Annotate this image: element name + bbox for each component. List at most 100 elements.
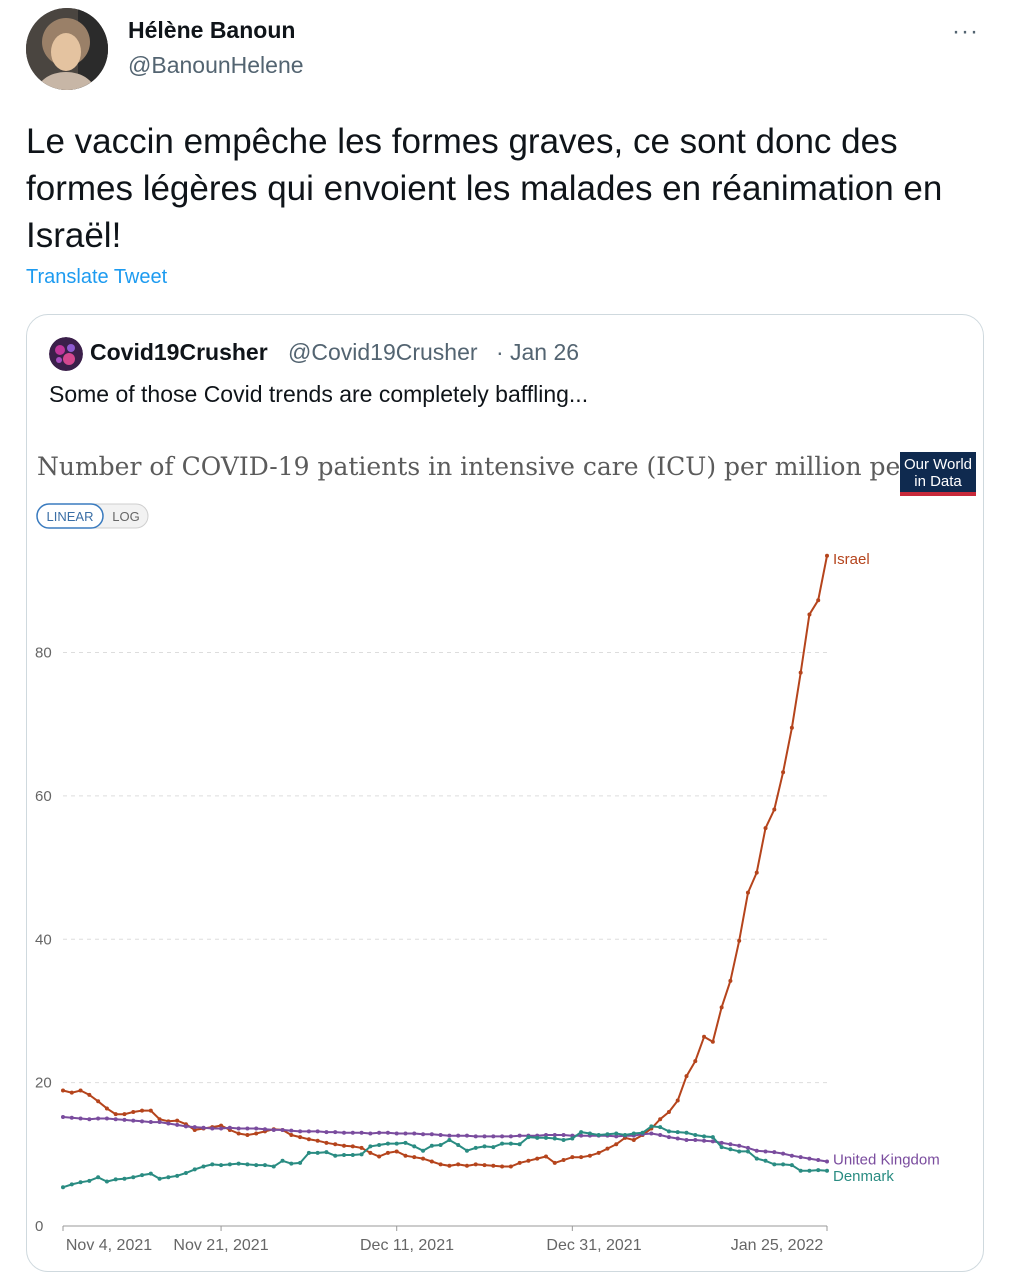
x-tick-label: Nov 21, 2021: [173, 1237, 268, 1254]
data-point: [412, 1155, 417, 1160]
data-point: [816, 1168, 821, 1173]
data-point: [754, 1156, 759, 1161]
quoted-author-avatar: [49, 337, 83, 371]
data-point: [315, 1150, 320, 1155]
data-point: [262, 1163, 267, 1168]
data-point: [96, 1116, 101, 1121]
author-avatar[interactable]: [26, 8, 108, 90]
data-point: [526, 1135, 531, 1140]
data-point: [359, 1130, 364, 1135]
series-label: Denmark: [833, 1168, 894, 1185]
data-point: [394, 1141, 399, 1146]
data-point: [596, 1132, 601, 1137]
data-point: [183, 1170, 188, 1175]
linear-button[interactable]: LINEAR: [47, 509, 94, 524]
data-point: [543, 1132, 548, 1137]
data-point: [745, 890, 750, 895]
y-tick-label: 0: [35, 1218, 43, 1235]
data-point: [614, 1134, 619, 1139]
data-point: [157, 1176, 162, 1181]
data-point: [166, 1121, 171, 1126]
data-point: [561, 1158, 566, 1163]
owid-logo: Our World in Data: [900, 452, 976, 496]
data-point: [807, 612, 812, 617]
data-point: [148, 1120, 153, 1125]
data-point: [201, 1125, 206, 1130]
data-point: [359, 1145, 364, 1150]
data-point: [570, 1136, 575, 1141]
data-point: [421, 1132, 426, 1137]
data-point: [781, 1151, 786, 1156]
data-point: [438, 1132, 443, 1137]
data-point: [113, 1117, 118, 1122]
data-point: [377, 1154, 382, 1159]
more-options-icon[interactable]: ···: [952, 18, 979, 45]
data-point: [552, 1136, 557, 1141]
data-point: [262, 1127, 267, 1132]
data-point: [245, 1132, 250, 1137]
data-point: [78, 1088, 83, 1093]
data-point: [131, 1110, 136, 1115]
data-point: [148, 1171, 153, 1176]
data-point: [254, 1163, 259, 1168]
data-point: [324, 1140, 329, 1145]
data-point: [710, 1139, 715, 1144]
data-point: [456, 1142, 461, 1147]
data-point: [772, 807, 777, 812]
data-point: [807, 1168, 812, 1173]
y-tick-label: 80: [35, 645, 52, 662]
data-point: [500, 1164, 505, 1169]
data-point: [236, 1126, 241, 1131]
data-point: [464, 1148, 469, 1153]
data-point: [702, 1138, 707, 1143]
log-button[interactable]: LOG: [112, 509, 139, 524]
data-point: [289, 1132, 294, 1137]
series-line-united-kingdom: [62, 1116, 828, 1163]
data-point: [96, 1099, 101, 1104]
quoted-date[interactable]: Jan 26: [510, 339, 580, 365]
data-point: [333, 1142, 338, 1147]
scale-toggle[interactable]: LINEAR LOG: [36, 503, 149, 529]
data-point: [684, 1137, 689, 1142]
data-point: [140, 1173, 145, 1178]
data-point: [429, 1159, 434, 1164]
data-point: [87, 1117, 92, 1122]
svg-text:Our World: Our World: [904, 456, 972, 473]
data-point: [570, 1155, 575, 1160]
data-point: [201, 1164, 206, 1169]
data-point: [131, 1175, 136, 1180]
data-point: [245, 1126, 250, 1131]
data-point: [394, 1131, 399, 1136]
data-point: [315, 1138, 320, 1143]
author-name[interactable]: Hélène Banoun: [128, 17, 296, 43]
author-handle[interactable]: @BanounHelene: [128, 52, 304, 78]
data-point: [157, 1117, 162, 1122]
data-point: [324, 1150, 329, 1155]
data-point: [693, 1132, 698, 1137]
data-point: [280, 1158, 285, 1163]
data-point: [192, 1127, 197, 1132]
data-point: [166, 1175, 171, 1180]
quoted-author-handle: @Covid19Crusher: [288, 339, 478, 365]
data-point: [280, 1127, 285, 1132]
data-point: [473, 1145, 478, 1150]
data-point: [781, 1162, 786, 1167]
data-point: [61, 1115, 65, 1120]
translate-tweet-link[interactable]: Translate Tweet: [26, 266, 168, 288]
data-point: [447, 1163, 452, 1168]
data-point: [113, 1177, 118, 1182]
data-point: [526, 1158, 531, 1163]
icu-chart: Number of COVID-19 patients in intensive…: [35, 452, 976, 1254]
data-point: [333, 1153, 338, 1158]
data-point: [789, 1153, 794, 1158]
series-line-israel: [62, 555, 828, 1168]
data-point: [482, 1163, 487, 1168]
data-point: [219, 1126, 224, 1131]
data-point: [69, 1115, 74, 1120]
data-point: [552, 1132, 557, 1137]
data-point: [385, 1150, 390, 1155]
data-point: [798, 1168, 803, 1173]
quoted-tweet-card[interactable]: Covid19Crusher @Covid19Crusher · Jan 26 …: [26, 314, 984, 1272]
data-point: [122, 1176, 127, 1181]
data-point: [763, 1149, 768, 1154]
